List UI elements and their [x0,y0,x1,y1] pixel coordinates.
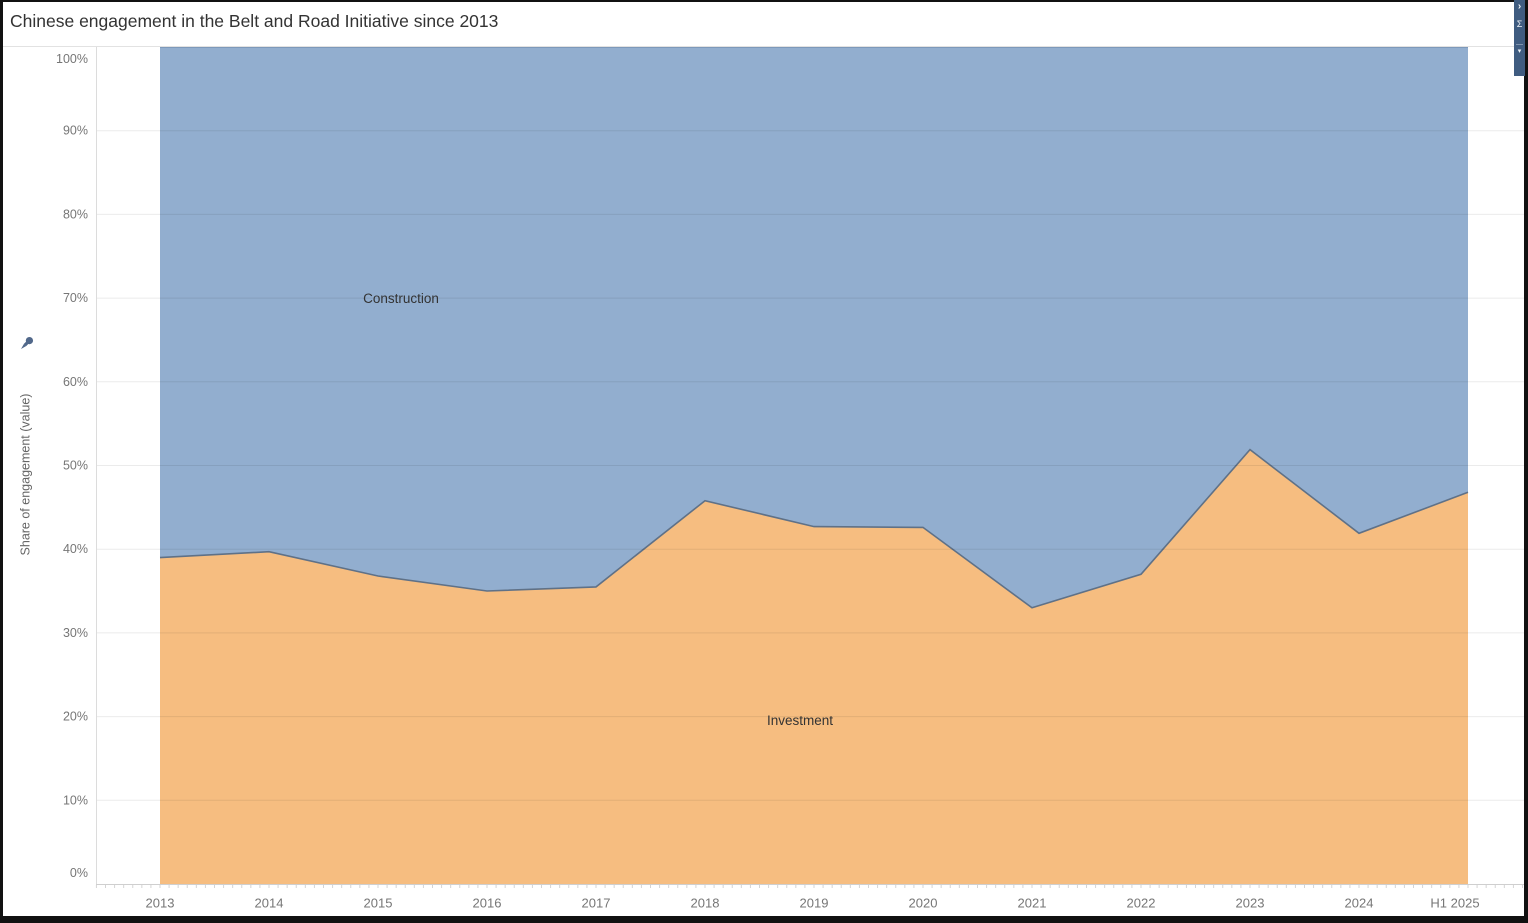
x-tick-label: 2024 [1345,896,1374,911]
y-tick-label: 90% [63,124,88,138]
series-label-construction: Construction [363,291,439,306]
x-tick-label: 2015 [364,896,393,911]
y-tick-label: 30% [63,626,88,640]
x-tick-label: 2017 [582,896,611,911]
strip-divider [1516,44,1523,45]
y-tick-label: 20% [63,710,88,724]
y-tick-label: 40% [63,542,88,556]
y-tick-label: 70% [63,291,88,305]
series-label-investment: Investment [766,713,834,728]
x-tick-label: H1 2025 [1430,896,1479,911]
x-tick-label: 2018 [691,896,720,911]
series-boundary-line [159,448,1469,609]
x-tick-label: 2016 [473,896,502,911]
collapsed-panel-strip[interactable]: › Σ ▾ [1514,0,1525,76]
chevron-right-icon[interactable]: › [1517,1,1522,12]
x-tick-label: 2013 [146,896,175,911]
x-tick-label: 2014 [255,896,284,911]
y-tick-label: 10% [63,793,88,807]
caret-down-icon[interactable]: ▾ [1517,48,1522,55]
y-tick-label: 100% [56,52,88,66]
title-separator [3,46,1524,47]
y-tick-label: 0% [70,866,88,880]
y-tick-label: 80% [63,207,88,221]
area-construction[interactable] [160,47,1468,608]
x-tick-label: 2019 [800,896,829,911]
area-investment[interactable] [160,449,1468,884]
pin-icon[interactable] [18,335,35,352]
y-axis-title: Share of engagement (value) [18,393,33,556]
page-title: Chinese engagement in the Belt and Road … [10,11,499,31]
x-tick-label: 2021 [1018,896,1047,911]
x-tick-label: 2023 [1236,896,1265,911]
y-tick-label: 50% [63,459,88,473]
x-tick-label: 2020 [909,896,938,911]
x-tick-label: 2022 [1127,896,1156,911]
sigma-icon[interactable]: Σ [1516,19,1523,29]
y-tick-label: 60% [63,375,88,389]
